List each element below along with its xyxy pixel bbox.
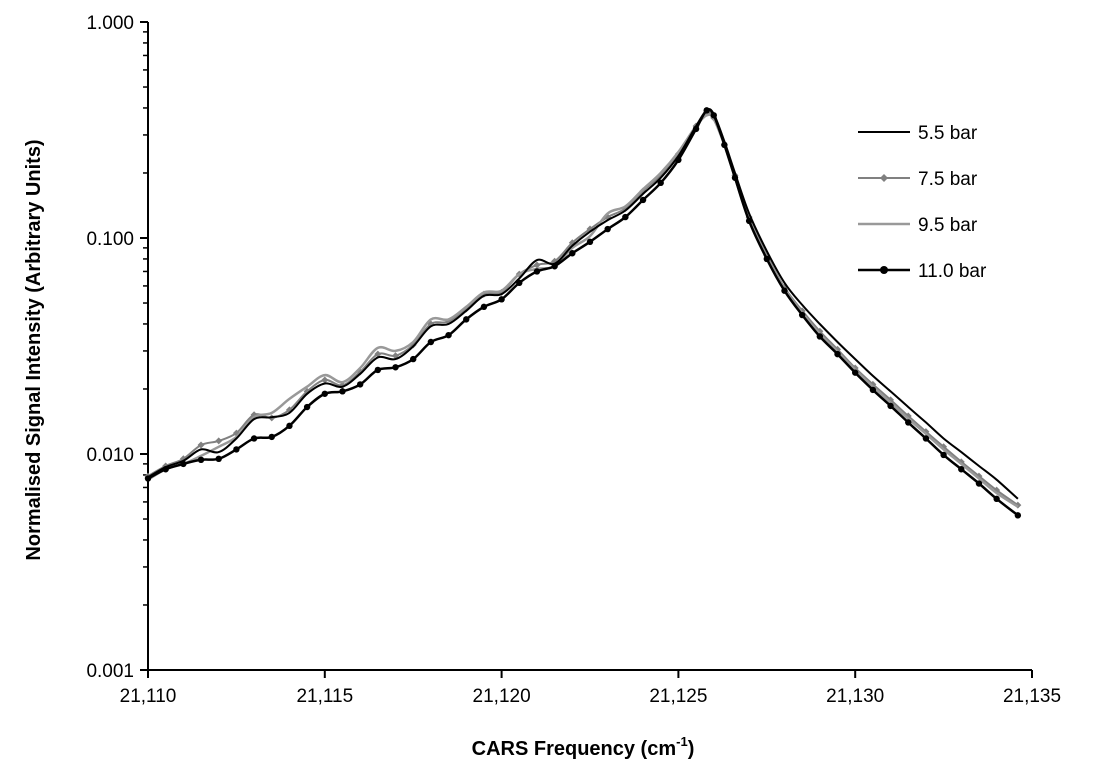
- series-line: [147, 108, 1019, 500]
- data-point: [498, 296, 505, 303]
- data-point: [710, 112, 717, 119]
- data-point: [321, 390, 328, 397]
- data-point: [975, 480, 983, 487]
- data-point: [763, 255, 770, 263]
- data-point: [731, 174, 739, 181]
- x-tick-label: 21,130: [826, 686, 884, 707]
- data-point: [586, 238, 594, 246]
- x-tick-label: 21,115: [296, 686, 353, 707]
- series-5-5-bar: [147, 108, 1019, 500]
- data-point: [905, 419, 912, 426]
- data-point: [922, 435, 930, 442]
- data-point: [374, 366, 382, 374]
- legend: 5.5 bar 7.5 bar 9.5 bar 11.0 bar: [858, 123, 987, 282]
- y-tick-label: 0.100: [86, 229, 134, 250]
- data-point: [303, 403, 311, 411]
- data-point: [622, 213, 629, 221]
- x-tick-label: 21,135: [1003, 686, 1061, 707]
- data-point: [356, 381, 364, 388]
- data-point: [410, 355, 417, 363]
- data-point: [339, 388, 346, 395]
- data-point: [445, 331, 452, 339]
- series-line: [147, 108, 1019, 517]
- data-point: [940, 451, 947, 459]
- data-point: [781, 287, 788, 294]
- data-point: [463, 316, 470, 323]
- data-point: [993, 495, 1000, 503]
- legend-label: 9.5 bar: [918, 215, 978, 236]
- data-point: [604, 225, 611, 233]
- data-point: [215, 455, 222, 463]
- x-axis-title: CARS Frequency (cm-1): [472, 734, 695, 760]
- data-point: [869, 386, 877, 394]
- legend-marker: [880, 266, 888, 274]
- data-point: [816, 333, 824, 340]
- data-point: [745, 217, 753, 225]
- data-point: [392, 364, 399, 371]
- data-point: [639, 196, 647, 204]
- legend-item: 5.5 bar: [858, 123, 978, 144]
- data-point: [887, 402, 894, 410]
- data-point: [250, 435, 258, 442]
- y-tick-label: 1.000: [86, 13, 134, 34]
- data-point: [1014, 512, 1022, 519]
- x-tick-label: 21,110: [120, 686, 177, 707]
- data-point: [692, 125, 700, 133]
- y-tick-label: 0.010: [86, 445, 134, 466]
- series-line: [147, 111, 1019, 506]
- data-point: [286, 422, 293, 430]
- data-point: [144, 475, 152, 482]
- data-point: [197, 441, 205, 449]
- data-point: [703, 107, 710, 114]
- series-line: [147, 113, 1019, 508]
- data-point: [551, 263, 558, 270]
- data-point: [197, 456, 205, 464]
- data-point: [852, 369, 859, 376]
- series-7-5-bar: [144, 109, 1022, 509]
- data-point: [180, 460, 187, 468]
- y-axis-title: Normalised Signal Intensity (Arbitrary U…: [23, 139, 45, 560]
- data-point: [533, 261, 541, 269]
- series-layer: [144, 107, 1022, 519]
- data-point: [162, 466, 169, 473]
- data-point: [721, 141, 728, 149]
- series-11-0-bar: [144, 107, 1022, 519]
- data-point: [958, 466, 965, 473]
- x-tick-label: 21,120: [473, 686, 531, 707]
- legend-label: 7.5 bar: [918, 169, 978, 190]
- legend-label: 11.0 bar: [918, 261, 987, 282]
- legend-label: 5.5 bar: [918, 123, 978, 144]
- data-point: [233, 446, 240, 453]
- data-point: [657, 179, 664, 187]
- y-tick-label: 0.001: [86, 661, 134, 682]
- legend-item: 7.5 bar: [858, 169, 978, 190]
- x-tick-label: 21,125: [649, 686, 707, 707]
- data-point: [569, 250, 576, 257]
- data-point: [321, 376, 329, 384]
- legend-item: 11.0 bar: [858, 261, 987, 282]
- data-point: [215, 437, 223, 445]
- data-point: [834, 350, 841, 358]
- data-point: [480, 303, 488, 311]
- data-point: [427, 338, 435, 346]
- axes: 0.001 0.010 0.100 1.000 21,110 21,115 21,120 21…: [86, 13, 1061, 707]
- data-point: [675, 156, 682, 164]
- legend-marker: [880, 174, 888, 182]
- legend-item: 9.5 bar: [858, 215, 978, 236]
- data-point: [374, 350, 382, 358]
- data-point: [268, 433, 275, 441]
- data-point: [533, 268, 541, 275]
- data-point: [798, 311, 806, 319]
- data-point: [516, 279, 523, 287]
- series-9-5-bar: [147, 113, 1019, 508]
